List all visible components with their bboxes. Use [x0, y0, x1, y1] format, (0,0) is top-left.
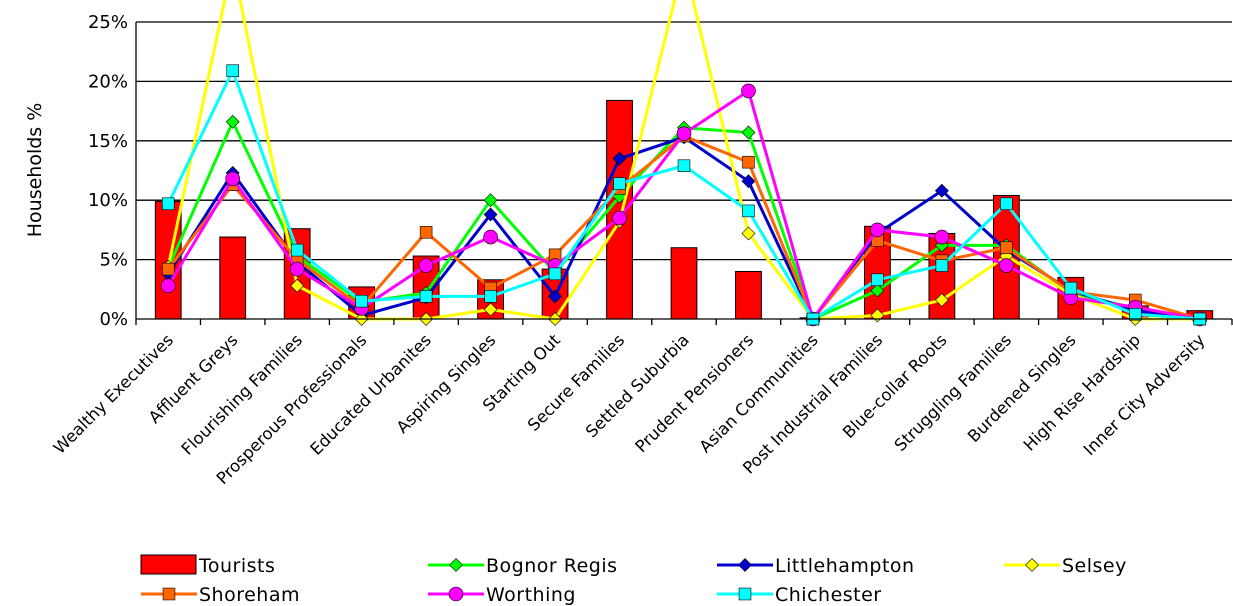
legend-marker: [162, 587, 176, 601]
marker-littlehampton: [934, 183, 949, 198]
bar-tourists: [606, 99, 633, 320]
marker-shoreham: [742, 155, 755, 169]
marker-worthing: [870, 222, 885, 238]
legend-item-chichester: Chichester: [717, 584, 882, 606]
marker-chichester: [613, 177, 626, 190]
x-tick-label: Inner City Adversity: [1080, 330, 1209, 459]
y-tick-label: 5%: [99, 250, 128, 271]
marker-chichester: [1000, 197, 1013, 211]
marker-shoreham: [419, 226, 433, 239]
x-tick-label: Struggling Families: [891, 330, 1016, 455]
legend-label: Shoreham: [199, 584, 300, 606]
marker-chichester: [871, 273, 884, 287]
marker-worthing: [225, 171, 241, 187]
marker-worthing: [934, 229, 950, 245]
legend-label: Littlehampton: [775, 555, 915, 577]
legend-label: Bognor Regis: [486, 555, 618, 577]
legend-item-bognor-regis: Bognor Regis: [428, 555, 618, 577]
marker-selsey: [483, 302, 498, 317]
x-tick-label: Educated Urbanites: [307, 330, 435, 458]
x-tick-label: Asian Communities: [696, 330, 822, 456]
axes: 0% 5% 10% 15% 20% 25%: [88, 12, 1233, 330]
legend-label: Selsey: [1062, 555, 1127, 577]
marker-chichester: [548, 267, 562, 281]
y-tick-label: 25%: [88, 12, 128, 33]
legend-label: Tourists: [198, 555, 275, 577]
legend-item-littlehampton: Littlehampton: [717, 555, 915, 577]
marker-littlehampton: [548, 289, 562, 304]
marker-bognor-regis: [225, 114, 240, 129]
marker-worthing: [741, 83, 756, 99]
marker-worthing: [999, 258, 1014, 273]
marker-worthing: [289, 261, 305, 277]
line-series-group: [160, 0, 1208, 327]
marker-selsey: [934, 293, 949, 307]
legend: Tourists Bognor Regis Littlehampton Selsey S…: [140, 554, 1127, 606]
bar-tourists: [219, 236, 247, 320]
bar-tourists: [670, 247, 698, 320]
x-tick-label: High Rise Hardship: [1020, 330, 1144, 454]
marker-bognor-regis: [870, 283, 885, 298]
marker-littlehampton: [483, 207, 498, 222]
marker-worthing: [160, 278, 176, 294]
legend-swatch: [140, 554, 197, 575]
line-selsey: [166, 0, 1200, 321]
x-tick-label: Burdened Singles: [964, 330, 1080, 446]
marker-chichester: [419, 290, 433, 303]
marker-chichester: [484, 290, 497, 303]
marker-chichester: [355, 294, 368, 308]
marker-selsey: [741, 226, 756, 241]
marker-chichester: [161, 197, 175, 211]
marker-shoreham: [1000, 241, 1013, 254]
x-tick-label: Prudent Pensioners: [631, 330, 757, 456]
marker-littlehampton: [612, 151, 627, 166]
marker-shoreham: [161, 262, 175, 276]
marker-bognor-regis: [483, 193, 498, 208]
legend-marker: [1025, 558, 1039, 572]
bar-tourists: [735, 270, 762, 320]
y-tick-label: 0%: [99, 309, 128, 330]
legend-item-worthing: Worthing: [428, 584, 576, 606]
legend-item-selsey: Selsey: [1004, 555, 1127, 577]
legend-marker: [448, 586, 464, 602]
marker-selsey: [290, 278, 305, 293]
marker-worthing: [612, 210, 627, 226]
legend-item-shoreham: Shoreham: [141, 584, 300, 606]
marker-littlehampton: [741, 174, 756, 189]
y-tick-label: 15%: [88, 131, 128, 152]
marker-worthing: [418, 258, 434, 273]
marker-chichester: [935, 259, 949, 272]
legend-marker: [449, 558, 463, 572]
line-series-chichester: [161, 64, 1207, 326]
legend-marker: [738, 587, 752, 601]
legend-item-tourists: Tourists: [140, 554, 275, 577]
legend-marker: [738, 558, 752, 572]
y-tick-label: 10%: [88, 190, 128, 211]
marker-chichester: [226, 64, 239, 77]
marker-chichester: [290, 243, 304, 257]
marker-worthing: [676, 126, 692, 141]
marker-worthing: [483, 229, 498, 245]
marker-bognor-regis: [741, 125, 756, 140]
marker-chichester: [742, 204, 755, 218]
x-tick-label: Flourishing Families: [178, 330, 306, 458]
legend-label: Chichester: [775, 584, 882, 606]
y-axis-label: Households %: [24, 103, 46, 238]
x-tick-label: Wealthy Executives: [50, 330, 177, 457]
marker-chichester: [1064, 281, 1078, 295]
y-tick-label: 20%: [88, 71, 128, 92]
marker-chichester: [1129, 307, 1142, 321]
marker-chichester: [677, 159, 691, 172]
legend-label: Worthing: [486, 584, 576, 606]
